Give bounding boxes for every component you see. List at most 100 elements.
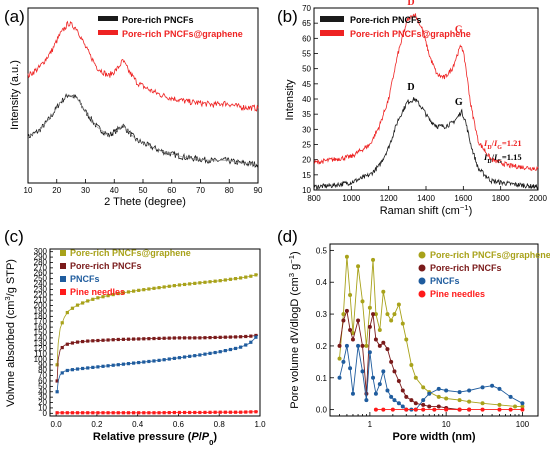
- panel-d-marker: [457, 390, 462, 395]
- panel-c-marker: [177, 336, 182, 340]
- panel-c-marker: [188, 336, 192, 340]
- panel-d-marker: [467, 407, 472, 412]
- panel-c-marker: [254, 410, 258, 414]
- panel-d-marker: [396, 302, 401, 307]
- panel-c-marker: [137, 360, 141, 365]
- panel-c-y-tick-label: 260: [34, 269, 48, 278]
- panel-a-legend-label: Pore-rich PNCFs@graphene: [122, 29, 243, 39]
- panel-c-y-tick-label: 200: [34, 301, 48, 310]
- panel-a-x-tick-label: 90: [254, 186, 263, 195]
- panel-d-marker: [344, 254, 349, 259]
- panel-c-marker: [126, 362, 131, 366]
- panel-c-marker: [152, 359, 156, 363]
- panel-d-marker: [497, 407, 502, 412]
- panel-b-legend-label: Pore-rich PNCFs: [350, 15, 422, 25]
- panel-d-marker: [381, 289, 386, 294]
- panel-d-legend-label: Pore-rich PNCFs: [430, 263, 502, 273]
- panel-c-marker: [162, 358, 166, 362]
- panel-c-marker: [172, 336, 176, 340]
- panel-c-y-tick-label: 300: [34, 247, 48, 256]
- panel-d-marker: [520, 404, 525, 409]
- panel-d-series-line: [339, 309, 470, 411]
- panel-d-legend-label: Pine needles: [430, 289, 485, 299]
- panel-d-legend-label: Pore-rich PNCFs@graphene: [430, 250, 550, 260]
- panel-c-marker: [106, 364, 110, 368]
- panel-c-marker: [249, 334, 253, 338]
- panel-d-marker: [381, 369, 386, 374]
- panel-c-y-tick-label: 30: [38, 393, 47, 402]
- panel-d-marker: [480, 385, 485, 390]
- panel-d-marker: [337, 343, 342, 348]
- panel-c-marker: [213, 350, 217, 355]
- panel-c-y-tick-label: 280: [34, 258, 48, 267]
- panel-c-marker: [65, 368, 69, 373]
- panel-d-marker: [348, 292, 353, 297]
- panel-c-marker: [121, 291, 125, 295]
- panel-c-marker: [96, 411, 100, 415]
- panel-c-y-tick-label: 250: [34, 274, 48, 283]
- panel-d-y-tick-label: 0.1: [316, 374, 328, 383]
- panel-d-marker: [396, 378, 401, 383]
- panel-c-marker: [157, 336, 161, 340]
- panel-d-marker: [373, 337, 378, 342]
- panel-c-marker: [81, 301, 85, 305]
- panel-c-marker: [147, 359, 151, 364]
- panel-c-y-tick-label: 60: [38, 376, 47, 385]
- panel-c-marker: [177, 410, 182, 415]
- panel-d-marker: [508, 394, 513, 399]
- panel-c-marker: [116, 291, 120, 296]
- panel-d-marker: [444, 388, 449, 393]
- panel-c-marker: [167, 357, 171, 361]
- panel-a-x-tick-label: 50: [139, 186, 148, 195]
- panel-d-marker: [348, 328, 353, 332]
- panel-b-series-line: [313, 97, 539, 191]
- panel-c-marker: [249, 274, 253, 278]
- panel-d-legend-swatch: [418, 251, 426, 259]
- panel-c-ylabel: Volvme absorbed (cm3/g STP): [3, 259, 18, 407]
- panel-c-marker: [91, 297, 95, 301]
- panel-c-y-tick-label: 20: [38, 398, 47, 407]
- panel-d-marker: [377, 382, 382, 387]
- panel-c-marker: [96, 338, 100, 343]
- panel-b-x-tick-label: 1800: [492, 194, 510, 203]
- panel-c-marker: [152, 411, 156, 415]
- panel-d-marker: [413, 407, 418, 412]
- panel-c-marker: [239, 345, 243, 349]
- panel-d-marker: [377, 343, 382, 348]
- panel-d-marker: [337, 356, 342, 361]
- panel-d-marker: [436, 394, 441, 399]
- panel-c-marker: [116, 337, 120, 342]
- panel-d-marker: [400, 388, 405, 393]
- panel-c-marker: [142, 360, 146, 364]
- panel-c-marker: [172, 284, 176, 288]
- panel-d-marker: [520, 407, 525, 412]
- panel-b-x-tick-label: 2000: [529, 194, 547, 203]
- panel-c-marker: [101, 364, 105, 368]
- panel-b-annotation-g-black: G: [455, 97, 463, 108]
- panel-c-marker: [249, 340, 253, 344]
- panel-c-y-tick-label: 210: [34, 296, 48, 305]
- panel-c-marker: [218, 335, 222, 339]
- panel-c-marker: [65, 411, 69, 415]
- panel-c-x-tick-label: 0.0: [51, 420, 63, 429]
- panel-d-marker: [344, 308, 349, 313]
- panel-c-y-tick-label: 0: [43, 409, 48, 418]
- panel-c-marker: [101, 338, 105, 342]
- panel-d-marker: [457, 407, 462, 412]
- panel-c-marker: [147, 411, 151, 415]
- panel-b-x-tick-label: 1000: [342, 194, 360, 203]
- panel-b-series-line: [313, 13, 539, 172]
- panel-b-y-tick-label: 65: [302, 19, 311, 28]
- panel-d-label: (d): [277, 227, 298, 246]
- panel-d-marker: [367, 324, 372, 329]
- panel-c-marker: [75, 303, 80, 307]
- panel-d-xlabel: Pore width (nm): [392, 431, 475, 443]
- panel-a-x-tick-label: 30: [81, 186, 90, 195]
- panel-c-marker: [228, 277, 233, 281]
- panel-c-marker: [208, 410, 212, 414]
- panel-d-marker: [497, 402, 502, 407]
- panel-d-marker: [409, 398, 414, 403]
- panel-c-marker: [75, 367, 80, 371]
- panel-d-marker: [413, 401, 418, 406]
- panel-c-marker: [91, 365, 95, 370]
